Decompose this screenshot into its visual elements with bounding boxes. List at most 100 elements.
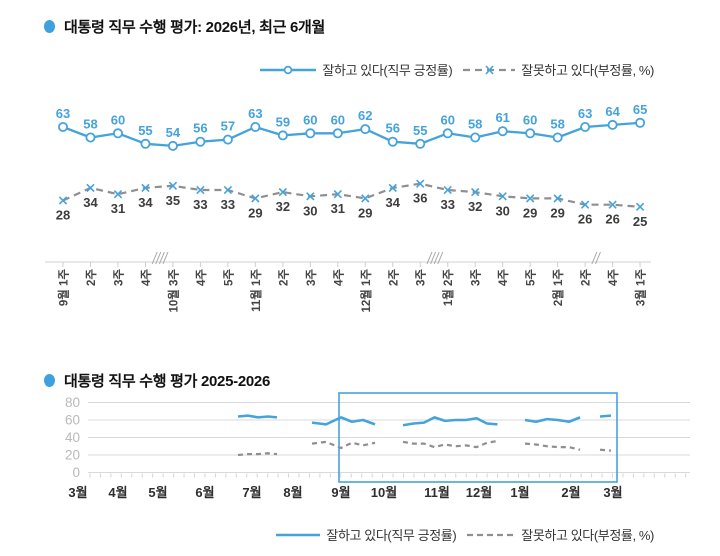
positive-marker — [442, 128, 453, 139]
x-tick-label: 5주 — [222, 269, 235, 286]
positive-data-label: 60 — [111, 112, 125, 127]
negative-line-icon — [463, 64, 516, 75]
positive-data-label: 63 — [248, 106, 262, 121]
x-tick-label: 3주 — [470, 269, 483, 286]
negative-x-marker — [361, 194, 370, 203]
x-tick-label: 5주 — [525, 269, 538, 286]
month-label: 6월 — [195, 485, 214, 500]
negative-data-label: 29 — [248, 205, 262, 220]
positive-data-label: 65 — [633, 102, 647, 117]
negative-x-marker — [223, 185, 233, 195]
positive-data-label: 60 — [331, 112, 345, 127]
negative-data-label: 26 — [605, 212, 619, 227]
positive-data-label: 57 — [221, 119, 235, 134]
positive-marker — [580, 122, 591, 133]
axis-break-icon — [158, 251, 165, 265]
axis-break-icon — [155, 251, 162, 265]
x-tick-label: 4주 — [195, 269, 208, 286]
positive-data-label: 58 — [83, 117, 97, 132]
negative-x-marker — [278, 187, 288, 197]
negative-data-label: 32 — [276, 199, 290, 214]
positive-data-label: 55 — [138, 123, 152, 138]
positive-marker — [635, 117, 646, 128]
negative-x-marker — [86, 183, 95, 193]
positive-marker — [497, 126, 508, 137]
x-tick-label: 4주 — [497, 269, 510, 286]
title-bullet-icon — [44, 374, 55, 387]
positive-data-label: 60 — [523, 112, 537, 127]
negative-x-marker — [168, 181, 178, 190]
month-label: 1월 — [510, 485, 529, 500]
month-label: 3월 — [68, 485, 87, 500]
positive-marker — [222, 134, 233, 145]
negative-x-marker — [416, 179, 425, 188]
bottom-chart-title-text: 대통령 직무 수행 평가 2025-2026 — [64, 373, 271, 390]
negative-series-line — [62, 182, 641, 208]
x-tick-label: 12월 1주 — [359, 269, 373, 313]
negative-data-label: 31 — [331, 201, 345, 216]
positive-data-label: 64 — [605, 104, 620, 119]
negative-x-marker — [553, 194, 562, 203]
negative-data-label: 28 — [56, 208, 70, 223]
negative-x-marker — [443, 185, 452, 195]
negative-x-marker — [306, 192, 315, 201]
x-tick-label: 11월 1주 — [249, 269, 263, 312]
negative-data-label: 33 — [193, 197, 207, 212]
positive-marker — [332, 128, 343, 139]
positive-data-label: 58 — [468, 117, 482, 132]
positive-marker — [277, 130, 288, 141]
positive-data-label: 56 — [193, 121, 207, 136]
month-label: 9월 — [331, 485, 350, 500]
x-tick-label: 3주 — [305, 269, 318, 286]
x-tick-label: 3주 — [112, 269, 125, 286]
positive-data-label: 55 — [413, 123, 427, 138]
x-tick-label: 10월 3주 — [166, 269, 180, 313]
positive-series-line — [62, 121, 641, 148]
positive-marker — [470, 132, 481, 143]
y-tick-label: 40 — [65, 430, 80, 445]
month-label: 5월 — [148, 485, 167, 500]
axis-break-icon — [594, 251, 601, 265]
negative-data-label: 33 — [221, 197, 235, 212]
x-tick-label: 9월 1주 — [57, 269, 71, 307]
positive-line-icon — [260, 65, 317, 74]
negative-data-label: 29 — [523, 205, 537, 220]
positive-series-segment — [311, 416, 376, 426]
negative-x-marker — [333, 190, 342, 199]
positive-series-segment — [237, 414, 278, 419]
negative-data-label: 35 — [166, 193, 180, 208]
negative-x-marker — [525, 194, 535, 203]
negative-series-segment — [524, 442, 581, 451]
legend-item-negative: 잘못하고 있다(부정률, %) — [462, 60, 654, 79]
positive-line-icon — [276, 533, 321, 536]
x-tick-label: 1월 2주 — [441, 269, 455, 307]
positive-marker — [85, 132, 96, 143]
x-tick-label: 2주 — [580, 269, 593, 286]
x-tick-label: 4주 — [607, 269, 620, 286]
x-tick-label: 3월 1주 — [634, 269, 648, 307]
legend-item-positive: 잘하고 있다(직무 긍정률) — [259, 60, 453, 79]
axis-break-icon — [162, 251, 169, 265]
negative-series-segment — [237, 452, 278, 457]
positive-marker — [552, 132, 563, 143]
positive-marker — [525, 128, 536, 139]
positive-data-label: 56 — [386, 121, 400, 136]
positive-marker — [195, 136, 206, 147]
highlight-box — [338, 392, 618, 483]
x-tick-label: 2월 1주 — [551, 269, 565, 307]
negative-data-label: 29 — [550, 205, 564, 220]
negative-x-marker — [635, 202, 645, 211]
positive-data-label: 62 — [358, 108, 372, 123]
negative-series-segment — [599, 448, 612, 452]
positive-marker — [415, 138, 426, 149]
positive-series-segment — [599, 414, 612, 418]
month-label: 11월 — [424, 485, 450, 500]
bottom-chart-legend: 잘하고 있다(직무 긍정률) 잘못하고 있다(부정률, %) — [275, 525, 654, 544]
month-label: 3월 — [603, 485, 622, 500]
y-tick-label: 0 — [72, 465, 80, 480]
positive-data-label: 63 — [56, 106, 70, 121]
positive-series-segment — [402, 416, 498, 427]
bottom-chart: 80 60 40 20 0 3월 4월 5월 6월 7월 8월 9월 10월 11월 12월 1월 2월 3월 — [65, 392, 690, 500]
negative-series-segment — [311, 440, 376, 450]
axis-break-icon — [151, 251, 158, 265]
